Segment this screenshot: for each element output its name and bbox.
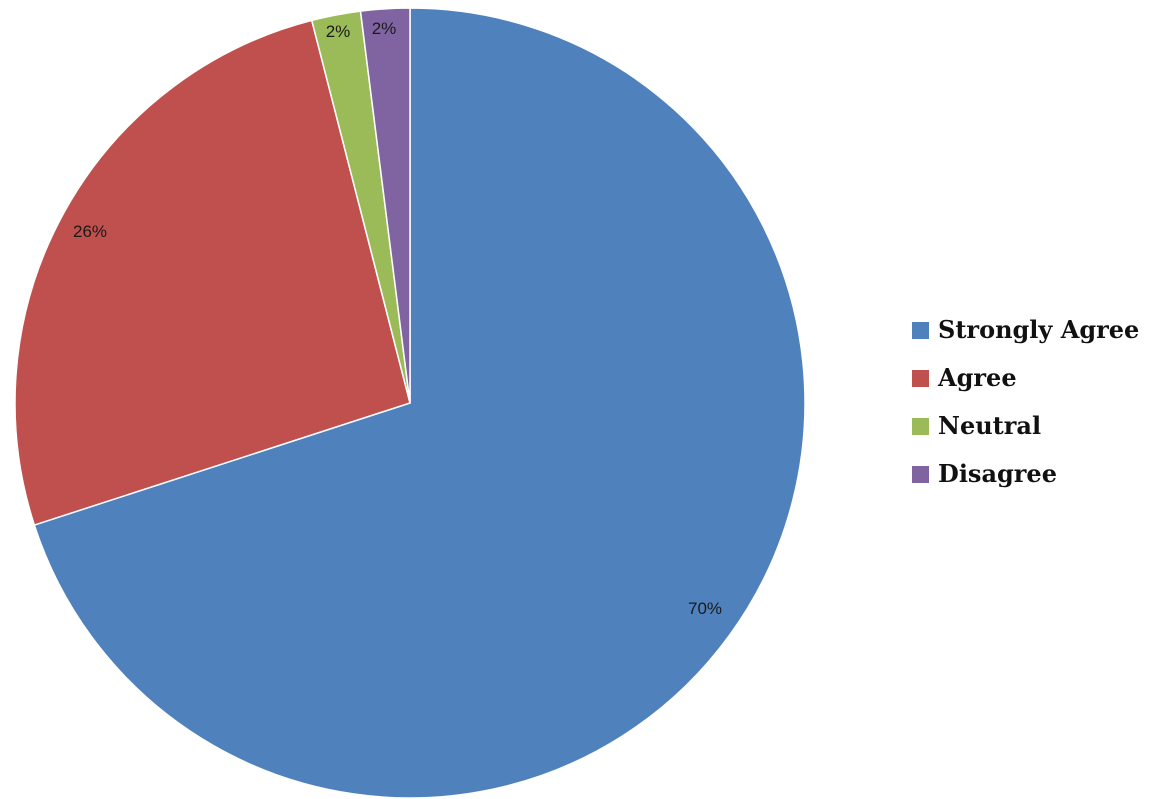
legend-item-agree: Agree [912, 363, 1017, 392]
legend-label: Neutral [938, 411, 1041, 440]
legend-swatch [912, 322, 929, 339]
pie-slice-agree [14, 19, 411, 527]
legend-item-strongly-agree: Strongly Agree [912, 315, 1139, 344]
legend-swatch [912, 418, 929, 435]
data-label-neutral: 2% [326, 22, 351, 41]
legend-item-neutral: Neutral [912, 411, 1041, 440]
legend-label: Strongly Agree [938, 315, 1139, 344]
data-label-disagree: 2% [372, 19, 397, 38]
data-label-strongly-agree: 70% [688, 599, 722, 618]
data-label-agree: 26% [73, 222, 107, 241]
legend-item-disagree: Disagree [912, 459, 1057, 488]
legend-swatch [912, 466, 929, 483]
legend-label: Disagree [938, 459, 1057, 488]
chart-legend: Strongly Agree Agree Neutral Disagree [912, 315, 1139, 488]
legend-label: Agree [937, 363, 1017, 392]
pie-slice-strongly-agree [33, 7, 806, 799]
pie-slice-disagree [359, 7, 411, 404]
legend-swatch [912, 370, 929, 387]
pie-data-labels: 70% 26% 2% 2% [73, 19, 722, 618]
pie-slices [14, 7, 806, 799]
